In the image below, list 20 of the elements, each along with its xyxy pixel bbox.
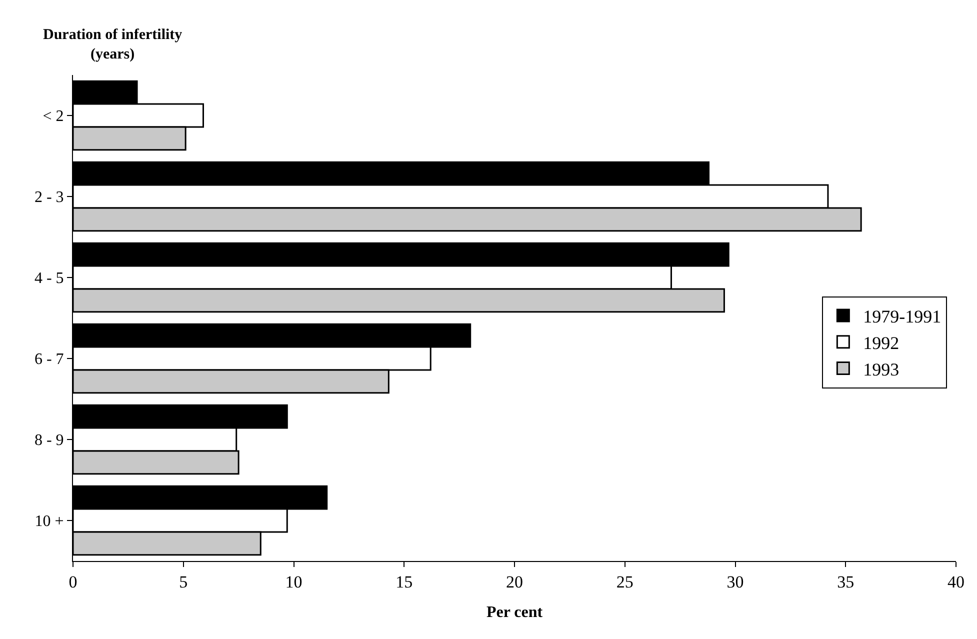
x-tick-label: 30 xyxy=(726,572,744,592)
y-tick-label: 6 - 7 xyxy=(34,351,64,368)
y-tick-label: 4 - 5 xyxy=(34,270,64,288)
x-tick-label: 15 xyxy=(396,572,413,592)
legend-label: 1993 xyxy=(863,359,900,380)
x-tick-label: 25 xyxy=(616,572,634,592)
x-axis-title: Per cent xyxy=(486,604,544,622)
legend-label: 1992 xyxy=(863,332,900,353)
y-tick-label: 2 - 3 xyxy=(34,189,64,206)
y-axis-title: Duration of infertility (years) xyxy=(43,27,183,62)
y-tick-label: 10 + xyxy=(34,513,64,530)
y-tick-label: < 2 xyxy=(42,108,64,126)
legend-label: 1979-1991 xyxy=(863,306,942,327)
x-tick-label: 40 xyxy=(948,572,964,592)
y-tick-label: 8 - 9 xyxy=(34,432,64,450)
x-tick-label: 0 xyxy=(68,572,78,592)
x-tick-label: 10 xyxy=(285,572,302,592)
x-tick-label: 5 xyxy=(179,572,188,592)
x-tick-label: 20 xyxy=(506,572,523,592)
x-tick-label: 35 xyxy=(837,572,854,592)
